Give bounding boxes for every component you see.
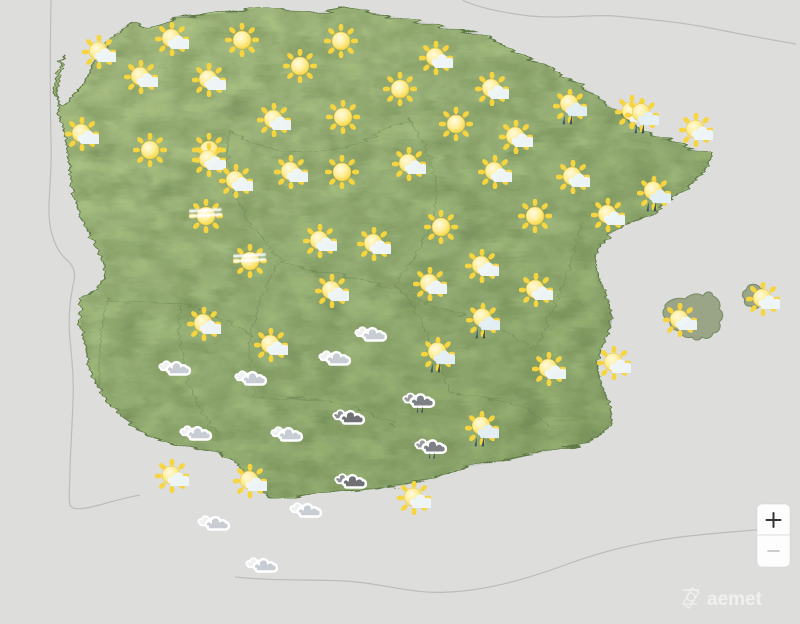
svg-text:aemet: aemet [707,589,763,610]
